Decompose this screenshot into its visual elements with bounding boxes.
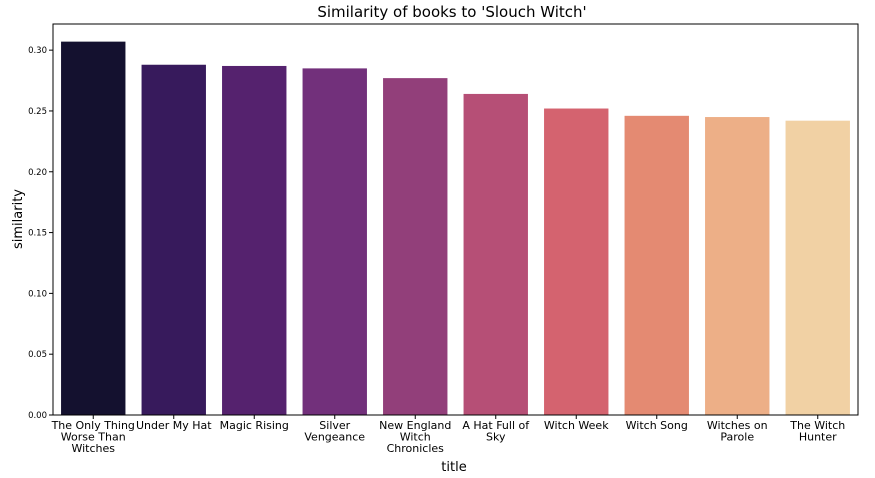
x-tick-label: Magic Rising <box>220 419 289 432</box>
x-tick-label: Witch Song <box>626 419 688 432</box>
bar-7 <box>544 108 609 415</box>
x-tick-label: New England Witch Chronicles <box>379 419 451 455</box>
x-tick-label: The Only Thing Worse Than Witches <box>51 419 135 455</box>
bar-2 <box>141 64 206 416</box>
y-tick-label: 0.10 <box>28 289 47 299</box>
chart-title: Similarity of books to 'Slouch Witch' <box>317 3 586 21</box>
x-tick-label: Witches on Parole <box>707 419 768 444</box>
bar-1 <box>61 41 126 416</box>
bar-3 <box>222 65 287 415</box>
y-tick-label: 0.15 <box>28 229 47 239</box>
y-axis: 0.00 0.05 0.10 0.15 0.20 0.25 0.30 <box>28 46 53 421</box>
bar-6 <box>463 93 528 415</box>
x-tick-label: The Witch Hunter <box>789 419 845 444</box>
bar-8 <box>624 115 689 415</box>
y-tick-label: 0.30 <box>28 46 47 56</box>
x-tick-label: Witch Week <box>544 419 609 432</box>
x-axis-label: title <box>441 460 466 475</box>
y-tick-label: 0.05 <box>28 350 47 360</box>
plot-frame <box>52 23 859 416</box>
x-tick-label: Silver Vengeance <box>304 419 365 444</box>
bars-group <box>61 41 850 416</box>
y-tick-label: 0.25 <box>28 107 47 117</box>
bar-4 <box>302 68 367 416</box>
bar-10 <box>785 120 850 415</box>
bar-9 <box>705 117 770 415</box>
y-axis-label: similarity <box>11 189 26 249</box>
x-tick-label: A Hat Full of Sky <box>462 419 530 444</box>
x-tick-label: Under My Hat <box>136 419 212 432</box>
y-tick-label: 0.20 <box>28 168 47 178</box>
y-tick-label: 0.00 <box>28 411 47 421</box>
bar-5 <box>383 78 448 415</box>
